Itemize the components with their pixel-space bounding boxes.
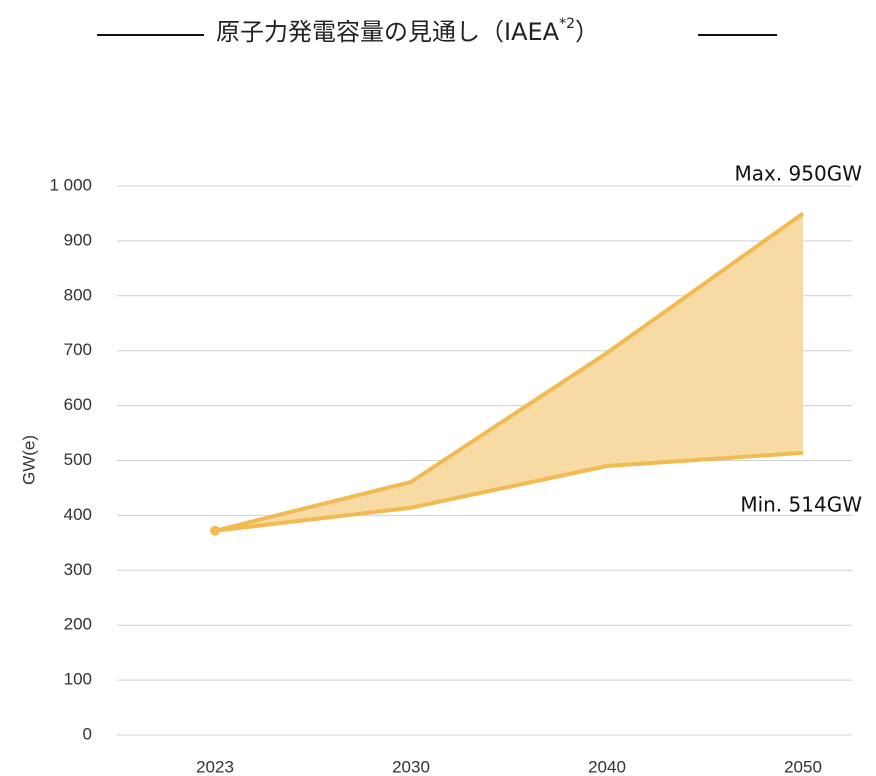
x-tick-label: 2030	[392, 757, 430, 776]
range-fill	[215, 213, 803, 531]
y-axis-label: GW(e)	[19, 435, 38, 485]
y-tick-label: 300	[64, 560, 92, 579]
y-tick-label: 500	[64, 450, 92, 469]
x-tick-label: 2040	[588, 757, 626, 776]
y-tick-label: 400	[64, 505, 92, 524]
start-point	[210, 525, 220, 536]
y-tick-label: 700	[64, 340, 92, 359]
y-tick-label: 1 000	[49, 175, 92, 194]
x-tick-label: 2050	[784, 757, 822, 776]
y-tick-label: 0	[83, 724, 92, 743]
y-tick-label: 600	[64, 395, 92, 414]
series-line	[214, 211, 805, 533]
series-line	[214, 450, 804, 533]
y-tick-label: 100	[64, 670, 92, 689]
y-tick-label: 800	[64, 285, 92, 304]
chart-title: 原子力発電容量の見通し（IAEA*2）	[216, 16, 599, 46]
annotation: Max. 950GW	[734, 162, 862, 186]
chart-title-note: *2	[559, 16, 575, 32]
chart-title-close: ）	[575, 18, 599, 46]
chart-title-main: 原子力発電容量の見通し（IAEA	[216, 18, 560, 46]
y-tick-label: 200	[64, 615, 92, 634]
x-tick-label: 2023	[196, 757, 234, 776]
annotation: Min. 514GW	[740, 493, 862, 517]
y-tick-label: 900	[64, 230, 92, 249]
